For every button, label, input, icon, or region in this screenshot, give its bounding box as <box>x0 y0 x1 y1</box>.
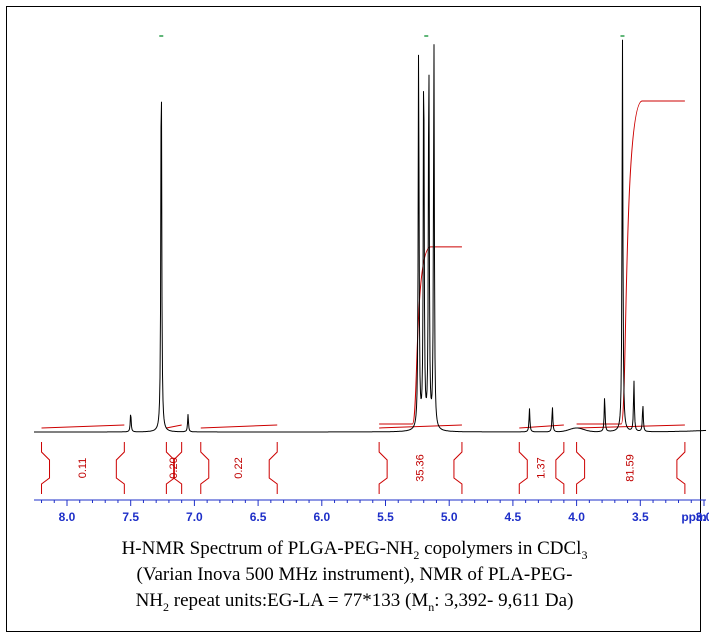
tick-label: 4.0 <box>568 510 585 524</box>
tick-label: 5.0 <box>441 510 458 524</box>
tick-label: 8.0 <box>59 510 76 524</box>
tick-label: 4.5 <box>505 510 522 524</box>
figure-frame <box>6 6 701 632</box>
integral-bracket-shape <box>41 442 125 494</box>
integral-baseline-3 <box>379 424 462 429</box>
tick-label: 7.0 <box>186 510 203 524</box>
integral-bracket-shape <box>518 442 565 494</box>
integral-value: 1.37 <box>535 457 547 478</box>
tick-label: 5.5 <box>377 510 394 524</box>
integral-bracket-shape <box>165 442 183 494</box>
integral-baseline-5 <box>576 424 685 429</box>
integral-curve-1 <box>576 100 685 425</box>
caption-line-2: (Varian Inova 500 MHz instrument), NMR o… <box>136 564 573 585</box>
tick-label: 3.5 <box>632 510 649 524</box>
integral-baseline-0 <box>41 424 125 429</box>
spectrum-trace <box>34 39 707 433</box>
integral-brackets: 0.110.200.2235.361.3781.590.90100.002.95… <box>41 442 686 494</box>
integral-value: 0.20 <box>168 457 180 478</box>
integral-baseline-1 <box>166 424 182 429</box>
integral-bracket-3: 35.36 <box>378 442 463 494</box>
tick-label: 6.0 <box>313 510 330 524</box>
integral-bracket-shape <box>576 442 686 494</box>
tick-label: 7.5 <box>122 510 139 524</box>
integral-bracket-2: 0.22 <box>200 442 278 494</box>
axis-unit-label: ppm <box>681 510 706 524</box>
integral-bracket-4: 1.37 <box>518 442 565 494</box>
integral-bracket-1: 0.20 <box>165 442 183 494</box>
tick-label: 6.5 <box>250 510 267 524</box>
ppm-axis: 8.07.57.06.56.05.55.04.54.03.53.02.52.01… <box>34 499 709 524</box>
integral-bracket-shape <box>200 442 278 494</box>
tick-label: 3.0 <box>696 510 709 524</box>
integral-bracket-shape <box>378 442 463 494</box>
spectrum-line <box>34 39 707 433</box>
integral-baseline-2 <box>200 424 278 429</box>
caption-line-3: NH2 repeat units:EG-LA = 77*133 (Mn: 3,3… <box>135 590 574 614</box>
integral-curves <box>41 100 685 429</box>
integral-value: 81.59 <box>625 454 637 482</box>
integral-bracket-0: 0.11 <box>41 442 125 494</box>
nmr-spectrum-chart: 0.110.200.2235.361.3781.590.90100.002.95… <box>34 35 709 524</box>
figure-caption: H-NMR Spectrum of PLGA-PEG-NH2 copolymer… <box>0 536 709 614</box>
integral-bracket-5: 81.59 <box>576 442 686 494</box>
integral-baseline-4 <box>519 424 564 429</box>
caption-line-1: H-NMR Spectrum of PLGA-PEG-NH2 copolymer… <box>121 538 588 562</box>
integral-value: 35.36 <box>414 454 426 482</box>
integral-value: 0.11 <box>77 458 89 479</box>
integral-value: 0.22 <box>233 457 245 478</box>
